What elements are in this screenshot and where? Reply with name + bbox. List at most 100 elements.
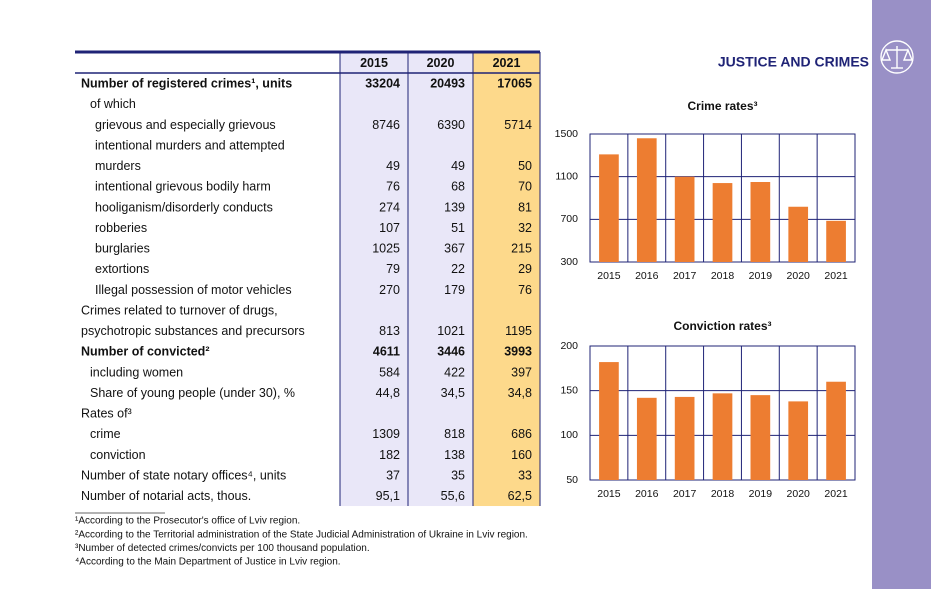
column-bg bbox=[473, 52, 540, 507]
x-tick-label: 2017 bbox=[673, 488, 697, 500]
cell-value: 274 bbox=[379, 200, 400, 214]
footnote: ⁴According to the Main Department of Jus… bbox=[75, 557, 341, 568]
cell-value: 32 bbox=[518, 221, 532, 235]
column-bg bbox=[340, 52, 408, 507]
x-tick-label: 2019 bbox=[749, 488, 773, 500]
x-tick-label: 2018 bbox=[711, 488, 735, 500]
cell-value: 17065 bbox=[497, 77, 532, 91]
cell-value: 49 bbox=[451, 159, 465, 173]
cell-value: 62,5 bbox=[508, 489, 532, 503]
cell-value: 34,5 bbox=[441, 386, 465, 400]
row-label: Number of notarial acts, thous. bbox=[81, 489, 251, 503]
bar bbox=[599, 362, 619, 480]
cell-value: 35 bbox=[451, 468, 465, 482]
cell-value: 95,1 bbox=[376, 489, 400, 503]
x-tick-label: 2016 bbox=[635, 488, 659, 500]
row-label: Number of registered crimes¹, units bbox=[81, 77, 292, 91]
y-tick-label: 150 bbox=[560, 384, 578, 396]
cell-value: 3993 bbox=[504, 345, 532, 359]
x-tick-label: 2015 bbox=[597, 488, 621, 500]
cell-value: 270 bbox=[379, 283, 400, 297]
row-label: Number of convicted² bbox=[81, 345, 210, 359]
row-label: grievous and especially grievous bbox=[95, 118, 276, 132]
cell-value: 29 bbox=[518, 262, 532, 276]
cell-value: 107 bbox=[379, 221, 400, 235]
cell-value: 160 bbox=[511, 448, 532, 462]
footnote: ³Number of detected crimes/convicts per … bbox=[75, 543, 370, 554]
row-label: Illegal possession of motor vehicles bbox=[95, 283, 292, 297]
cell-value: 76 bbox=[386, 180, 400, 194]
bar bbox=[826, 220, 846, 262]
cell-value: 33204 bbox=[365, 77, 400, 91]
row-label: intentional murders and attempted bbox=[95, 138, 285, 152]
cell-value: 4611 bbox=[373, 345, 400, 359]
bar bbox=[712, 393, 733, 480]
cell-value: 49 bbox=[386, 159, 400, 173]
x-tick-label: 2016 bbox=[635, 270, 659, 282]
cell-value: 139 bbox=[444, 200, 465, 214]
y-tick-label: 1500 bbox=[555, 128, 579, 140]
cell-value: 5714 bbox=[504, 118, 532, 132]
column-header: 2020 bbox=[427, 56, 455, 70]
y-tick-label: 700 bbox=[560, 213, 578, 225]
cell-value: 70 bbox=[518, 180, 532, 194]
cell-value: 1309 bbox=[372, 427, 400, 441]
row-label: hooliganism/disorderly conducts bbox=[95, 200, 273, 214]
y-tick-label: 200 bbox=[560, 340, 578, 352]
x-tick-label: 2019 bbox=[749, 270, 773, 282]
cell-value: 818 bbox=[444, 427, 465, 441]
row-label: Rates of³ bbox=[81, 407, 132, 421]
y-tick-label: 100 bbox=[560, 429, 578, 441]
cell-value: 22 bbox=[451, 262, 465, 276]
bar bbox=[636, 138, 657, 262]
row-label: intentional grievous bodily harm bbox=[95, 180, 271, 194]
cell-value: 422 bbox=[444, 365, 465, 379]
cell-value: 1025 bbox=[372, 242, 400, 256]
x-tick-label: 2015 bbox=[597, 270, 621, 282]
row-label: Share of young people (under 30), % bbox=[90, 386, 295, 400]
cell-value: 367 bbox=[444, 242, 465, 256]
x-tick-label: 2020 bbox=[787, 488, 811, 500]
row-label: burglaries bbox=[95, 242, 150, 256]
bar bbox=[788, 401, 809, 480]
cell-value: 33 bbox=[518, 468, 532, 482]
justice-icon bbox=[880, 40, 914, 74]
cell-value: 44,8 bbox=[376, 386, 400, 400]
cell-value: 397 bbox=[511, 365, 532, 379]
cell-value: 215 bbox=[511, 242, 532, 256]
bar bbox=[826, 381, 846, 480]
cell-value: 138 bbox=[444, 448, 465, 462]
x-tick-label: 2018 bbox=[711, 270, 735, 282]
cell-value: 182 bbox=[379, 448, 400, 462]
chart-title: Crime rates³ bbox=[687, 99, 757, 113]
y-tick-label: 50 bbox=[566, 474, 578, 486]
cell-value: 8746 bbox=[372, 118, 400, 132]
bar bbox=[788, 206, 809, 262]
side-strip bbox=[872, 0, 931, 589]
row-label: crime bbox=[90, 427, 121, 441]
bar bbox=[750, 182, 771, 262]
bar bbox=[750, 395, 771, 480]
cell-value: 686 bbox=[511, 427, 532, 441]
cell-value: 76 bbox=[518, 283, 532, 297]
cell-value: 50 bbox=[518, 159, 532, 173]
y-tick-label: 1100 bbox=[555, 170, 578, 182]
cell-value: 34,8 bbox=[508, 386, 532, 400]
cell-value: 55,6 bbox=[441, 489, 465, 503]
row-label: murders bbox=[95, 159, 141, 173]
row-label: psychotropic substances and precursors bbox=[81, 324, 305, 338]
row-label: robberies bbox=[95, 221, 147, 235]
x-tick-label: 2020 bbox=[787, 270, 811, 282]
bar bbox=[674, 176, 695, 262]
y-tick-label: 300 bbox=[560, 256, 578, 268]
footnote: ²According to the Territorial administra… bbox=[75, 529, 528, 540]
row-label: conviction bbox=[90, 448, 146, 462]
cell-value: 1021 bbox=[437, 324, 465, 338]
cell-value: 68 bbox=[451, 180, 465, 194]
cell-value: 179 bbox=[444, 283, 465, 297]
cell-value: 6390 bbox=[437, 118, 465, 132]
bar bbox=[674, 396, 695, 480]
cell-value: 81 bbox=[518, 200, 532, 214]
column-header: 2021 bbox=[493, 56, 521, 70]
